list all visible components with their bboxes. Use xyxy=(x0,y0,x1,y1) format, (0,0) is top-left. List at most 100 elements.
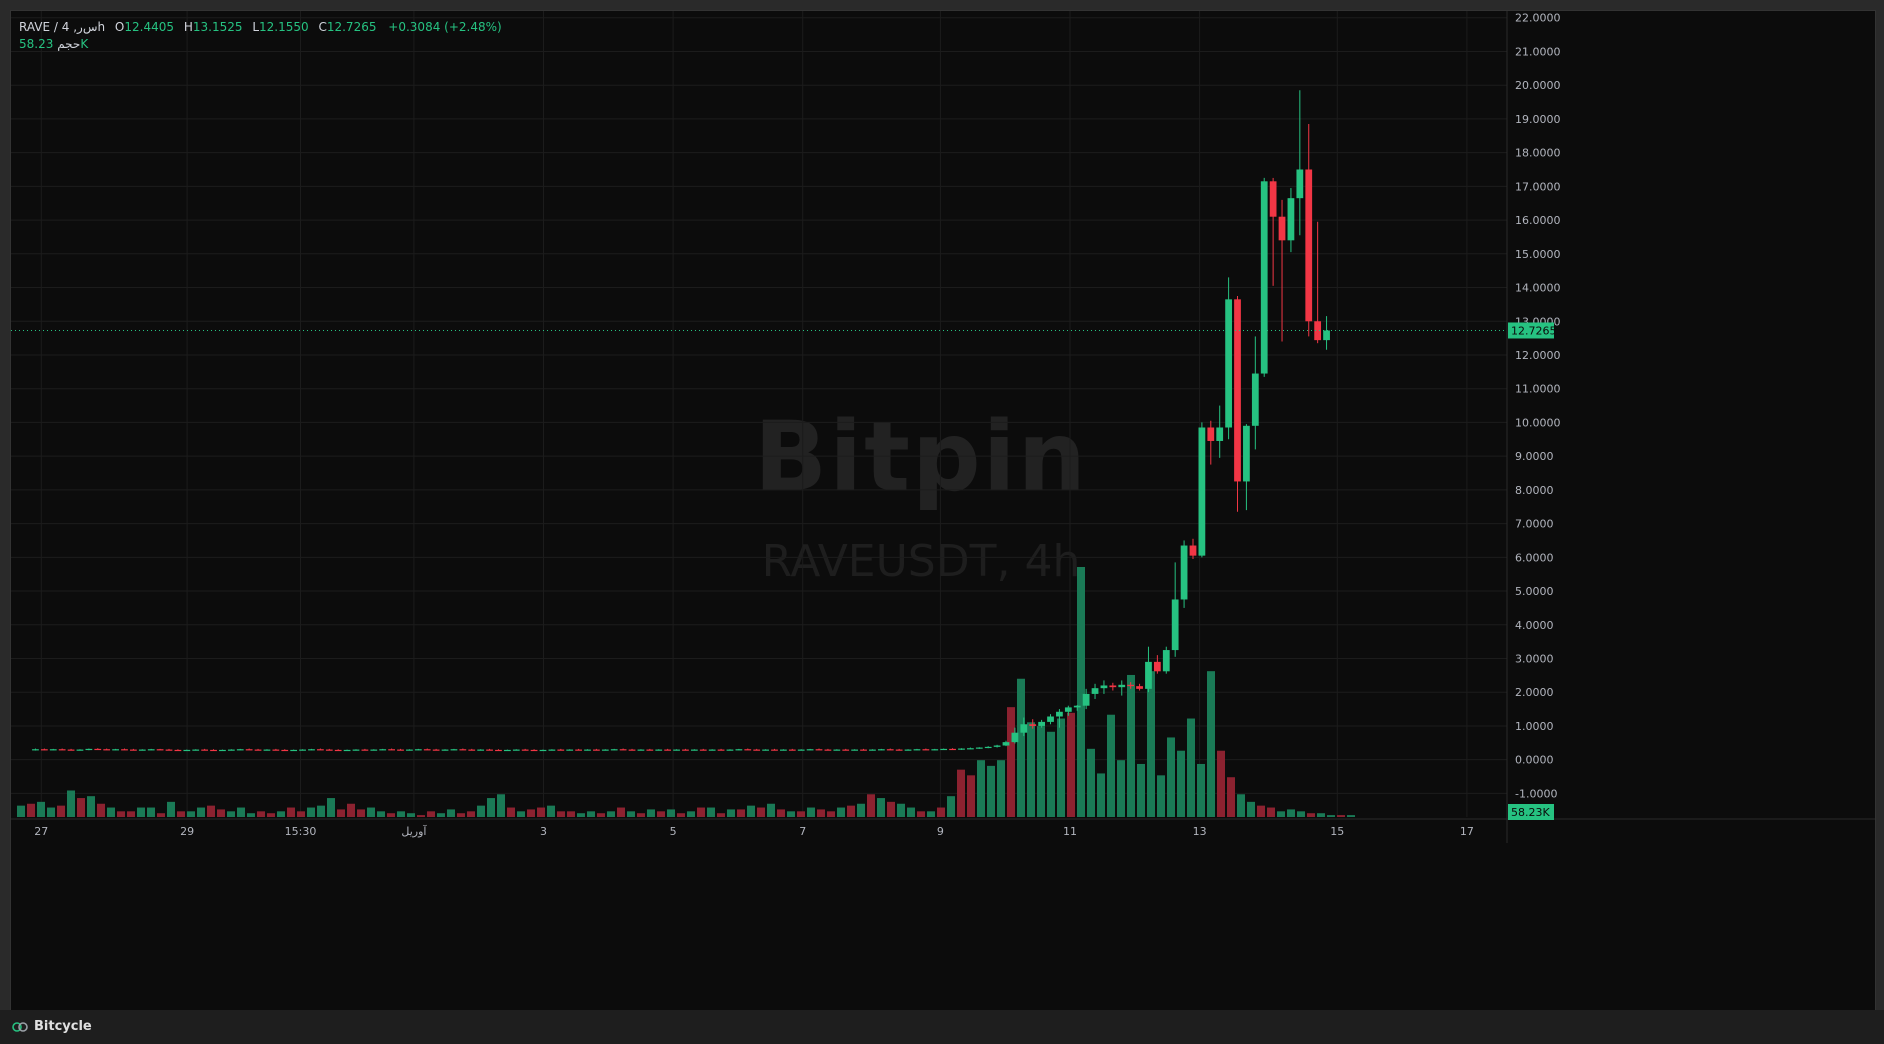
legend-open: 12.4405 xyxy=(124,20,174,34)
volume-bar xyxy=(767,803,775,817)
candle-body xyxy=(245,749,253,751)
volume-bar xyxy=(687,811,695,817)
candle-body xyxy=(744,749,752,751)
candle-body xyxy=(877,749,885,751)
candle-body xyxy=(1002,742,1010,746)
y-tick-label: 4.0000 xyxy=(1515,619,1554,632)
y-tick-label: 15.0000 xyxy=(1515,248,1561,261)
candle-body xyxy=(343,749,351,752)
candle-body xyxy=(156,749,164,751)
y-tick-label: 10.0000 xyxy=(1515,416,1561,429)
volume-bar xyxy=(527,809,535,817)
volume-bar xyxy=(1097,773,1105,817)
candle-body xyxy=(201,749,209,751)
candle-body xyxy=(317,749,324,751)
candle-body xyxy=(263,749,271,751)
volume-bar xyxy=(987,765,995,817)
volume-bar xyxy=(187,811,195,817)
x-tick-label: 13 xyxy=(1193,825,1207,838)
candle-body xyxy=(379,749,387,751)
y-tick-label: 9.0000 xyxy=(1515,450,1554,463)
candle-body xyxy=(1323,330,1330,341)
volume-bar xyxy=(1087,748,1095,817)
volume-bar xyxy=(87,796,95,817)
candle-body xyxy=(1180,545,1188,600)
volume-bar xyxy=(1007,707,1015,817)
last-price-tag xyxy=(1508,322,1554,339)
volume-bar xyxy=(927,811,935,817)
watermark-brand: Bitpin xyxy=(754,401,1088,513)
candle-body xyxy=(860,749,867,751)
volume-bar xyxy=(157,813,165,817)
volume-bar xyxy=(1317,813,1325,817)
candle-body xyxy=(1216,427,1224,441)
volume-bar xyxy=(447,809,455,817)
candle-body xyxy=(735,749,743,751)
volume-bar xyxy=(657,811,665,817)
candle-body xyxy=(521,749,529,751)
candlestick-chart[interactable]: 22.0000 21.0000 20.0000 19.0000 18.0000 17.00… xyxy=(11,11,1875,1011)
legend-close-label: C xyxy=(318,20,327,34)
candle-body xyxy=(174,749,182,752)
candle-body xyxy=(1278,216,1286,241)
volume-bar xyxy=(707,807,715,817)
footer-brand-label: Bitcycle xyxy=(34,1019,92,1034)
candle-body xyxy=(584,749,591,751)
candle-body xyxy=(539,749,547,752)
candle-body xyxy=(824,749,832,751)
candle-body xyxy=(628,749,636,751)
volume-bar xyxy=(647,809,655,817)
volume-bar xyxy=(1067,712,1075,817)
candle-body xyxy=(1171,599,1179,651)
candle-body xyxy=(210,749,217,752)
y-tick-label: 20.0000 xyxy=(1515,79,1561,92)
volume-bar xyxy=(597,813,605,817)
candle-body xyxy=(1314,321,1322,341)
footer-brand[interactable]: Bitcycle xyxy=(12,1019,92,1034)
last-volume-tag xyxy=(1508,804,1554,820)
candle-body xyxy=(272,749,280,751)
candle-body xyxy=(1109,685,1117,688)
volume-bar xyxy=(1307,813,1315,817)
volume-bar xyxy=(1167,737,1175,817)
candle-body xyxy=(771,749,778,751)
candle-body xyxy=(1153,661,1161,672)
last-price-label: 12.7265 xyxy=(1511,324,1557,337)
candle-body xyxy=(423,749,431,751)
volume-bar xyxy=(947,796,955,817)
y-tick-label: 6.0000 xyxy=(1515,551,1554,564)
volume-bar xyxy=(1237,794,1245,817)
candle-body xyxy=(58,749,66,751)
volume-bar xyxy=(1247,801,1255,817)
volume-bar xyxy=(1137,763,1145,817)
legend-volume-label: حجم xyxy=(57,37,81,51)
candle-body xyxy=(1260,181,1268,374)
candle-body xyxy=(299,749,306,751)
x-tick-label: 9 xyxy=(937,825,944,838)
candle-body xyxy=(1118,684,1126,688)
volume-bar xyxy=(227,811,235,817)
candle-body xyxy=(753,749,761,751)
candle-body xyxy=(361,749,369,751)
bitcycle-logo-icon xyxy=(12,1021,28,1032)
candle-body xyxy=(94,748,102,751)
candle-body xyxy=(388,749,395,751)
candle-body xyxy=(637,749,645,751)
x-tick-label: 15:30 xyxy=(285,825,317,838)
volume-bar xyxy=(637,813,645,817)
volume-bar xyxy=(467,811,475,817)
volume-bar xyxy=(677,813,685,817)
volume-bar xyxy=(727,809,735,817)
candle-body xyxy=(40,749,48,751)
volume-bar xyxy=(197,807,205,817)
y-tick-label: 0.0000 xyxy=(1515,754,1554,767)
volume-bar xyxy=(1107,714,1115,817)
volume-bar xyxy=(307,807,315,817)
volume-bar xyxy=(1197,763,1205,817)
candle-body xyxy=(352,749,360,751)
volume-bar xyxy=(587,811,595,817)
candle-body xyxy=(967,748,974,750)
legend-close: 12.7265 xyxy=(326,20,377,34)
legend-high: 13.1525 xyxy=(192,20,243,34)
legend-volume: 58.23K xyxy=(19,37,89,51)
